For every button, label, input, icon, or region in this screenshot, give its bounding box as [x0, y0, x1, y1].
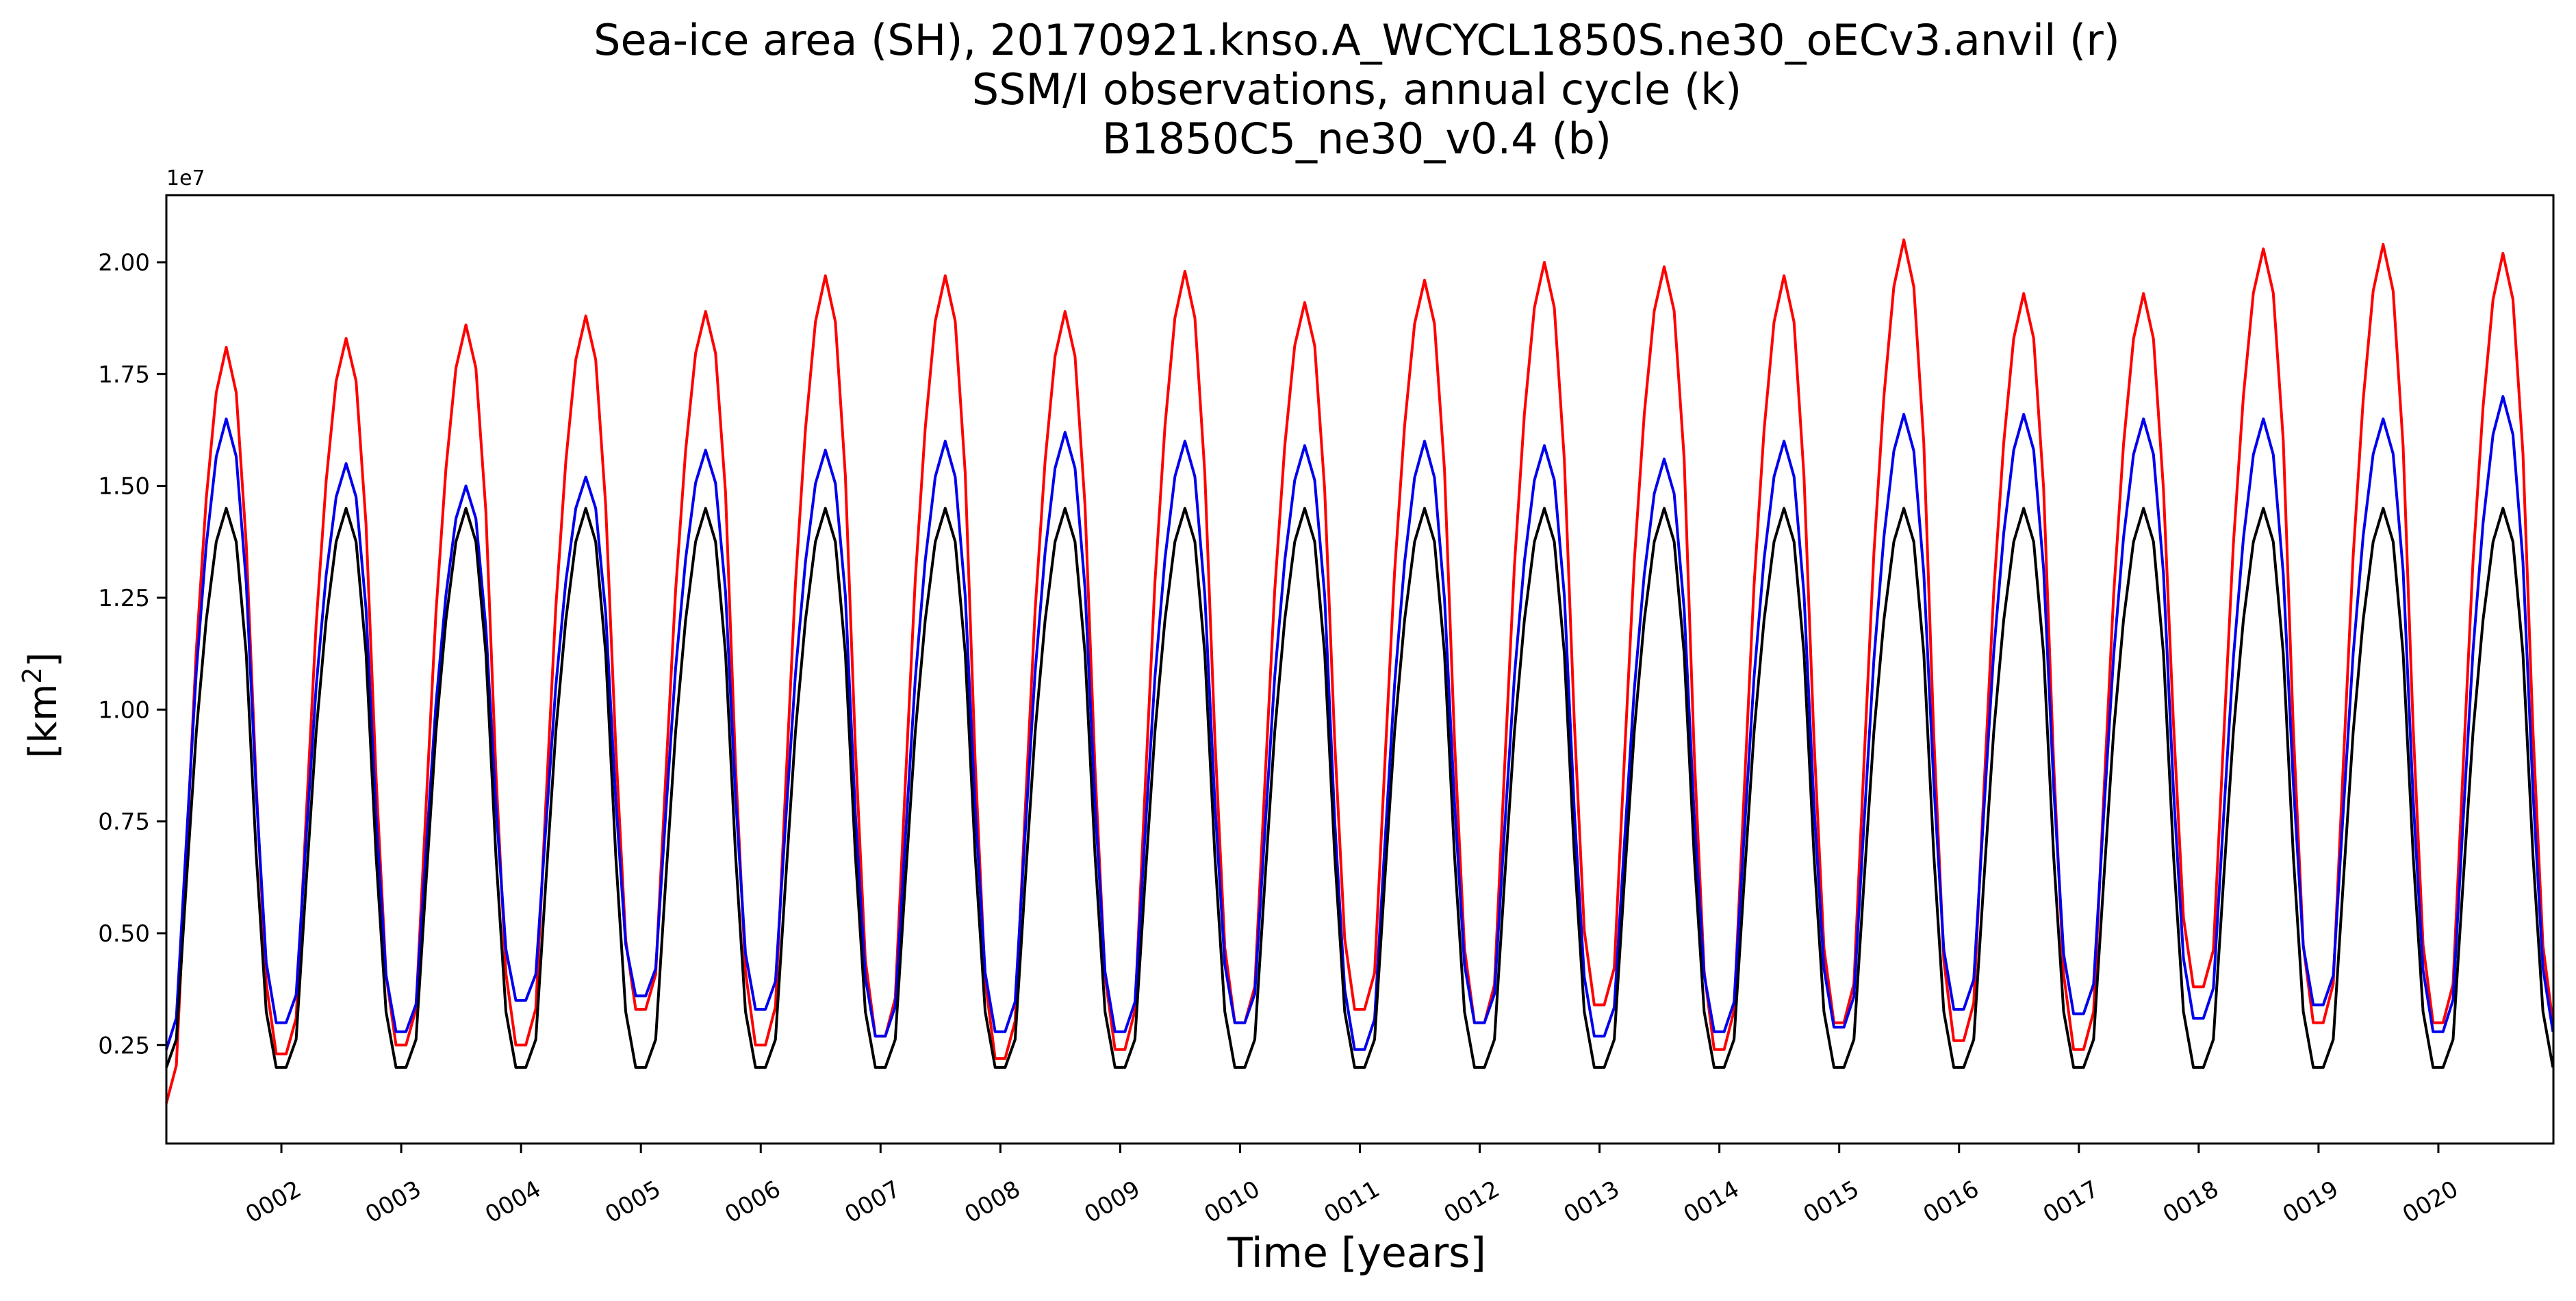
- y-tick-label: 0.75: [98, 809, 150, 836]
- x-axis: 0002 0003 0004 0005 0006 0007 0008 0009 0010 0011…: [241, 1144, 2463, 1228]
- x-tick-label: 0011: [1320, 1176, 1385, 1229]
- x-tick-label: 0002: [241, 1176, 306, 1229]
- y-tick-label: 0.25: [98, 1032, 150, 1059]
- x-tick-label: 0005: [600, 1176, 665, 1229]
- x-tick-label: 0019: [2278, 1176, 2343, 1229]
- chart-title: Sea-ice area (SH), 20170921.knso.A_WCYCL…: [594, 15, 2120, 164]
- series-line-0: [165, 238, 2555, 1104]
- x-tick-label: 0013: [1559, 1176, 1624, 1229]
- y-tick-label: 1.75: [98, 361, 150, 388]
- plot-frame: [165, 194, 2555, 1145]
- x-tick-label: 0018: [2158, 1176, 2223, 1229]
- y-tick-label: 0.50: [98, 920, 150, 948]
- y-axis-label-superscript: 2: [17, 667, 47, 683]
- y-tick-label: 1.00: [98, 696, 150, 724]
- x-tick-label: 0007: [840, 1176, 905, 1229]
- series-line-1: [165, 395, 2555, 1051]
- x-tick-label: 0008: [960, 1176, 1025, 1229]
- x-tick-label: 0010: [1199, 1176, 1264, 1229]
- y-tick-label: 2.00: [98, 249, 150, 277]
- series-line-2: [165, 507, 2555, 1069]
- y-axis-label: [km2]: [17, 653, 66, 759]
- x-tick-label: 0004: [481, 1176, 546, 1229]
- x-tick-label: 0009: [1080, 1176, 1145, 1229]
- y-tick-label: 1.50: [98, 473, 150, 501]
- y-tick-label: 1.25: [98, 585, 150, 612]
- x-tick-label: 0017: [2039, 1176, 2104, 1229]
- x-tick-label: 0012: [1440, 1176, 1505, 1229]
- x-tick-label: 0003: [361, 1176, 426, 1229]
- chart-title-line: SSM/I observations, annual cycle (k): [972, 64, 1742, 114]
- y-axis: 0.25 0.50 0.75 1.00 1.25 1.50 1.75 2.00: [98, 249, 166, 1059]
- series-group: [165, 238, 2555, 1104]
- x-tick-label: 0015: [1799, 1176, 1864, 1229]
- chart-title-line: Sea-ice area (SH), 20170921.knso.A_WCYCL…: [594, 15, 2120, 65]
- y-axis-label-close: ]: [21, 653, 66, 668]
- chart-title-line: B1850C5_ne30_v0.4 (b): [1102, 114, 1611, 164]
- x-tick-label: 0006: [720, 1176, 785, 1229]
- x-tick-label: 0014: [1679, 1176, 1744, 1229]
- y-axis-label-base: [km: [21, 684, 66, 759]
- x-tick-label: 0016: [1919, 1176, 1984, 1229]
- x-tick-label: 0020: [2398, 1176, 2463, 1229]
- x-axis-label: Time [years]: [1227, 1229, 1486, 1277]
- y-offset-label: 1e7: [166, 166, 205, 190]
